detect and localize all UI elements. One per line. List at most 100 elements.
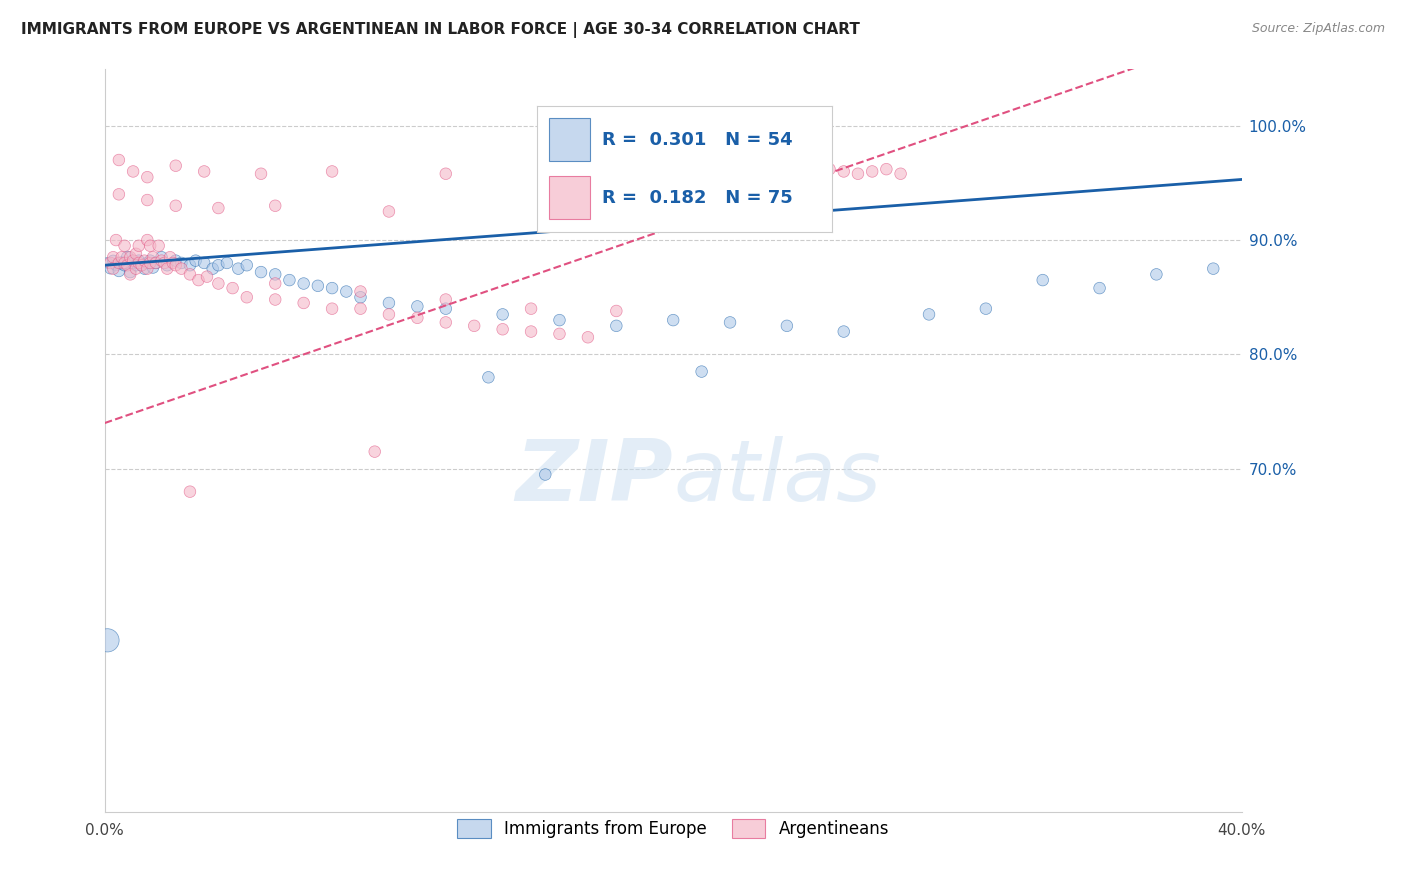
Point — [105, 233, 128, 247]
Point — [150, 250, 173, 264]
Point — [226, 261, 249, 276]
Point — [520, 301, 543, 316]
Point — [974, 301, 997, 316]
Point — [832, 325, 855, 339]
Point — [108, 187, 131, 202]
Point — [207, 201, 229, 215]
Point — [918, 307, 941, 321]
Point — [122, 253, 145, 268]
Point — [434, 301, 457, 316]
Point — [264, 293, 287, 307]
Point — [307, 278, 329, 293]
Point — [676, 167, 699, 181]
Point — [860, 164, 883, 178]
Point — [179, 258, 201, 272]
Point — [349, 301, 371, 316]
Point — [264, 268, 287, 282]
Point — [264, 199, 287, 213]
Point — [690, 365, 713, 379]
Point — [139, 239, 162, 253]
Point — [193, 256, 215, 270]
Point — [236, 290, 259, 304]
Point — [1144, 268, 1167, 282]
Point — [136, 170, 159, 185]
Point — [520, 325, 543, 339]
Point — [108, 264, 131, 278]
Point — [128, 256, 150, 270]
Point — [321, 301, 343, 316]
Point — [250, 167, 273, 181]
Point — [148, 239, 170, 253]
Point — [875, 162, 897, 177]
Point — [548, 313, 571, 327]
Point — [165, 199, 187, 213]
Point — [477, 370, 499, 384]
Point — [108, 256, 131, 270]
Point — [125, 247, 148, 261]
Point — [846, 167, 869, 181]
Point — [378, 307, 401, 321]
Point — [201, 261, 224, 276]
Point — [159, 250, 181, 264]
Text: atlas: atlas — [673, 436, 882, 519]
Point — [491, 307, 513, 321]
Point — [818, 162, 841, 177]
Point — [108, 153, 131, 167]
Point — [122, 164, 145, 178]
Point — [131, 258, 153, 272]
Point — [207, 277, 229, 291]
Legend: Immigrants from Europe, Argentineans: Immigrants from Europe, Argentineans — [451, 812, 896, 845]
Point — [832, 164, 855, 178]
Point — [187, 273, 209, 287]
Point — [165, 159, 187, 173]
Point — [804, 167, 827, 181]
Point — [733, 162, 755, 177]
Point — [122, 256, 145, 270]
Point — [762, 164, 785, 178]
Point — [103, 253, 125, 268]
Point — [236, 258, 259, 272]
Point — [120, 268, 142, 282]
Point — [349, 285, 371, 299]
Point — [321, 164, 343, 178]
Point — [96, 633, 118, 648]
Point — [434, 167, 457, 181]
Point — [215, 256, 238, 270]
Point — [153, 256, 176, 270]
Point — [662, 210, 685, 224]
Point — [179, 268, 201, 282]
Point — [776, 318, 799, 333]
Point — [434, 315, 457, 329]
Point — [605, 304, 627, 318]
Point — [136, 233, 159, 247]
Point — [747, 164, 769, 178]
Point — [576, 330, 599, 344]
Point — [136, 261, 159, 276]
Point — [1032, 273, 1054, 287]
Point — [221, 281, 243, 295]
Point — [195, 269, 218, 284]
Point — [105, 258, 128, 272]
Point — [170, 261, 193, 276]
Point — [120, 265, 142, 279]
Point — [292, 277, 315, 291]
Point — [139, 256, 162, 270]
Point — [156, 258, 179, 272]
Point — [142, 250, 165, 264]
Point — [125, 258, 148, 272]
Point — [165, 258, 187, 272]
Point — [114, 239, 136, 253]
Point — [98, 261, 121, 276]
Point — [111, 256, 134, 270]
Point — [117, 250, 139, 264]
Point — [662, 313, 685, 327]
Point — [170, 256, 193, 270]
Point — [718, 315, 741, 329]
Point — [145, 256, 167, 270]
Point — [747, 167, 769, 181]
Point — [136, 193, 159, 207]
Point — [128, 253, 150, 268]
Point — [321, 281, 343, 295]
Point — [114, 256, 136, 270]
Point — [103, 261, 125, 276]
